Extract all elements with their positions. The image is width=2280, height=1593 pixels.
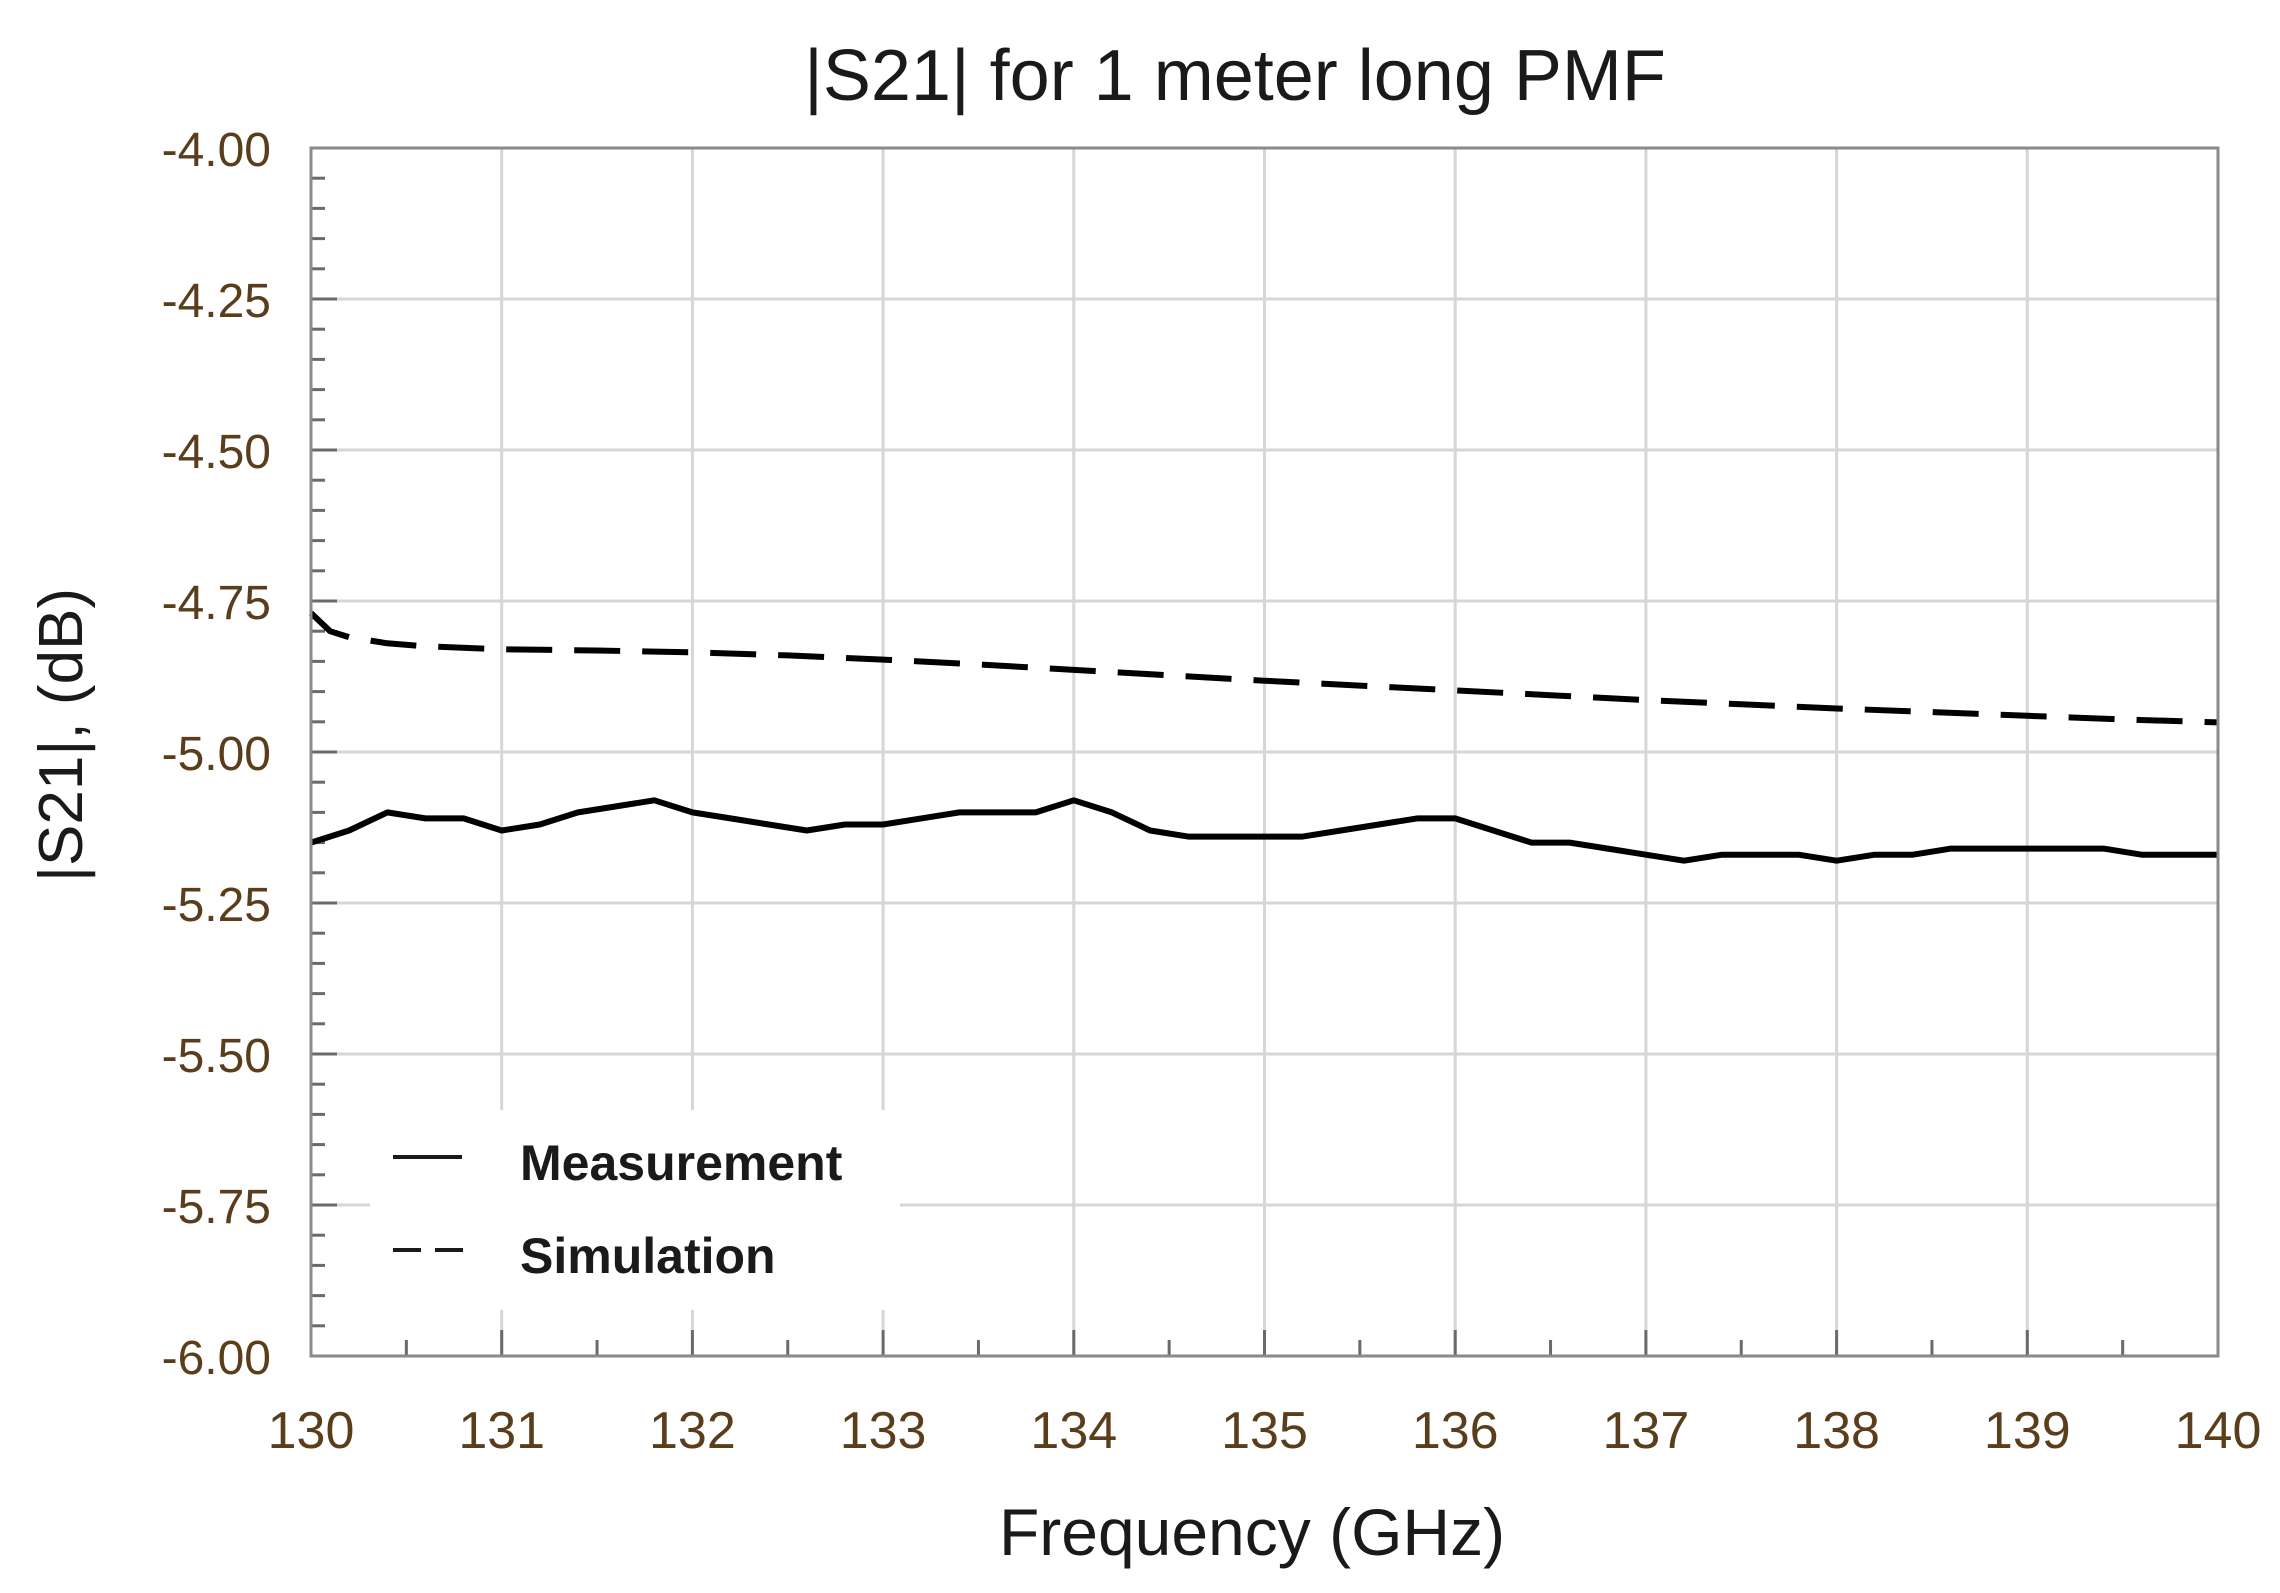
- series-lines: [308, 610, 2219, 864]
- x-tick-label: 133: [840, 1402, 927, 1460]
- x-tick-label: 135: [1221, 1402, 1308, 1460]
- series-line-simulation: [308, 610, 2219, 726]
- x-tick-label: 137: [1603, 1402, 1690, 1460]
- x-axis-label: Frequency (GHz): [999, 1495, 1505, 1569]
- x-tick-label: 136: [1412, 1402, 1499, 1460]
- x-tick-label: 130: [268, 1402, 355, 1460]
- y-axis-label: |S21|, (dB): [27, 588, 96, 882]
- x-tick-label: 131: [458, 1402, 545, 1460]
- y-tick-label: -6.00: [162, 1332, 271, 1385]
- x-tick-label: 139: [1984, 1402, 2071, 1460]
- series-line-measurement: [310, 797, 2218, 864]
- y-tick-label: -5.50: [162, 1030, 271, 1083]
- y-tick-label: -5.75: [162, 1181, 271, 1234]
- y-tick-label: -5.00: [162, 728, 271, 781]
- y-tick-label: -4.00: [162, 124, 271, 177]
- legend-measurement-label: Measurement: [520, 1135, 843, 1191]
- x-tick-label: 138: [1793, 1402, 1880, 1460]
- y-tick-label: -4.50: [162, 426, 271, 479]
- minor-ticks: [309, 146, 2220, 1358]
- legend: Measurement Simulation: [370, 1110, 900, 1310]
- x-tick-label: 134: [1030, 1402, 1117, 1460]
- legend-background: [370, 1110, 900, 1310]
- y-tick-label: -4.25: [162, 275, 271, 328]
- plot-frame: [309, 146, 2220, 1358]
- y-tick-label: -4.75: [162, 577, 271, 630]
- chart-title: |S21| for 1 meter long PMF: [804, 36, 1666, 116]
- y-tick-labels: -4.00 -4.25 -4.50 -4.75 -5.00 -5.25 -5.50 -5.75…: [162, 124, 271, 1385]
- legend-simulation-label: Simulation: [520, 1228, 776, 1284]
- x-tick-label: 132: [649, 1402, 736, 1460]
- x-tick-labels: 130 131 132 133 134 135 136 137 138 139 140: [268, 1402, 2262, 1460]
- y-tick-label: -5.25: [162, 879, 271, 932]
- x-tick-label: 140: [2175, 1402, 2262, 1460]
